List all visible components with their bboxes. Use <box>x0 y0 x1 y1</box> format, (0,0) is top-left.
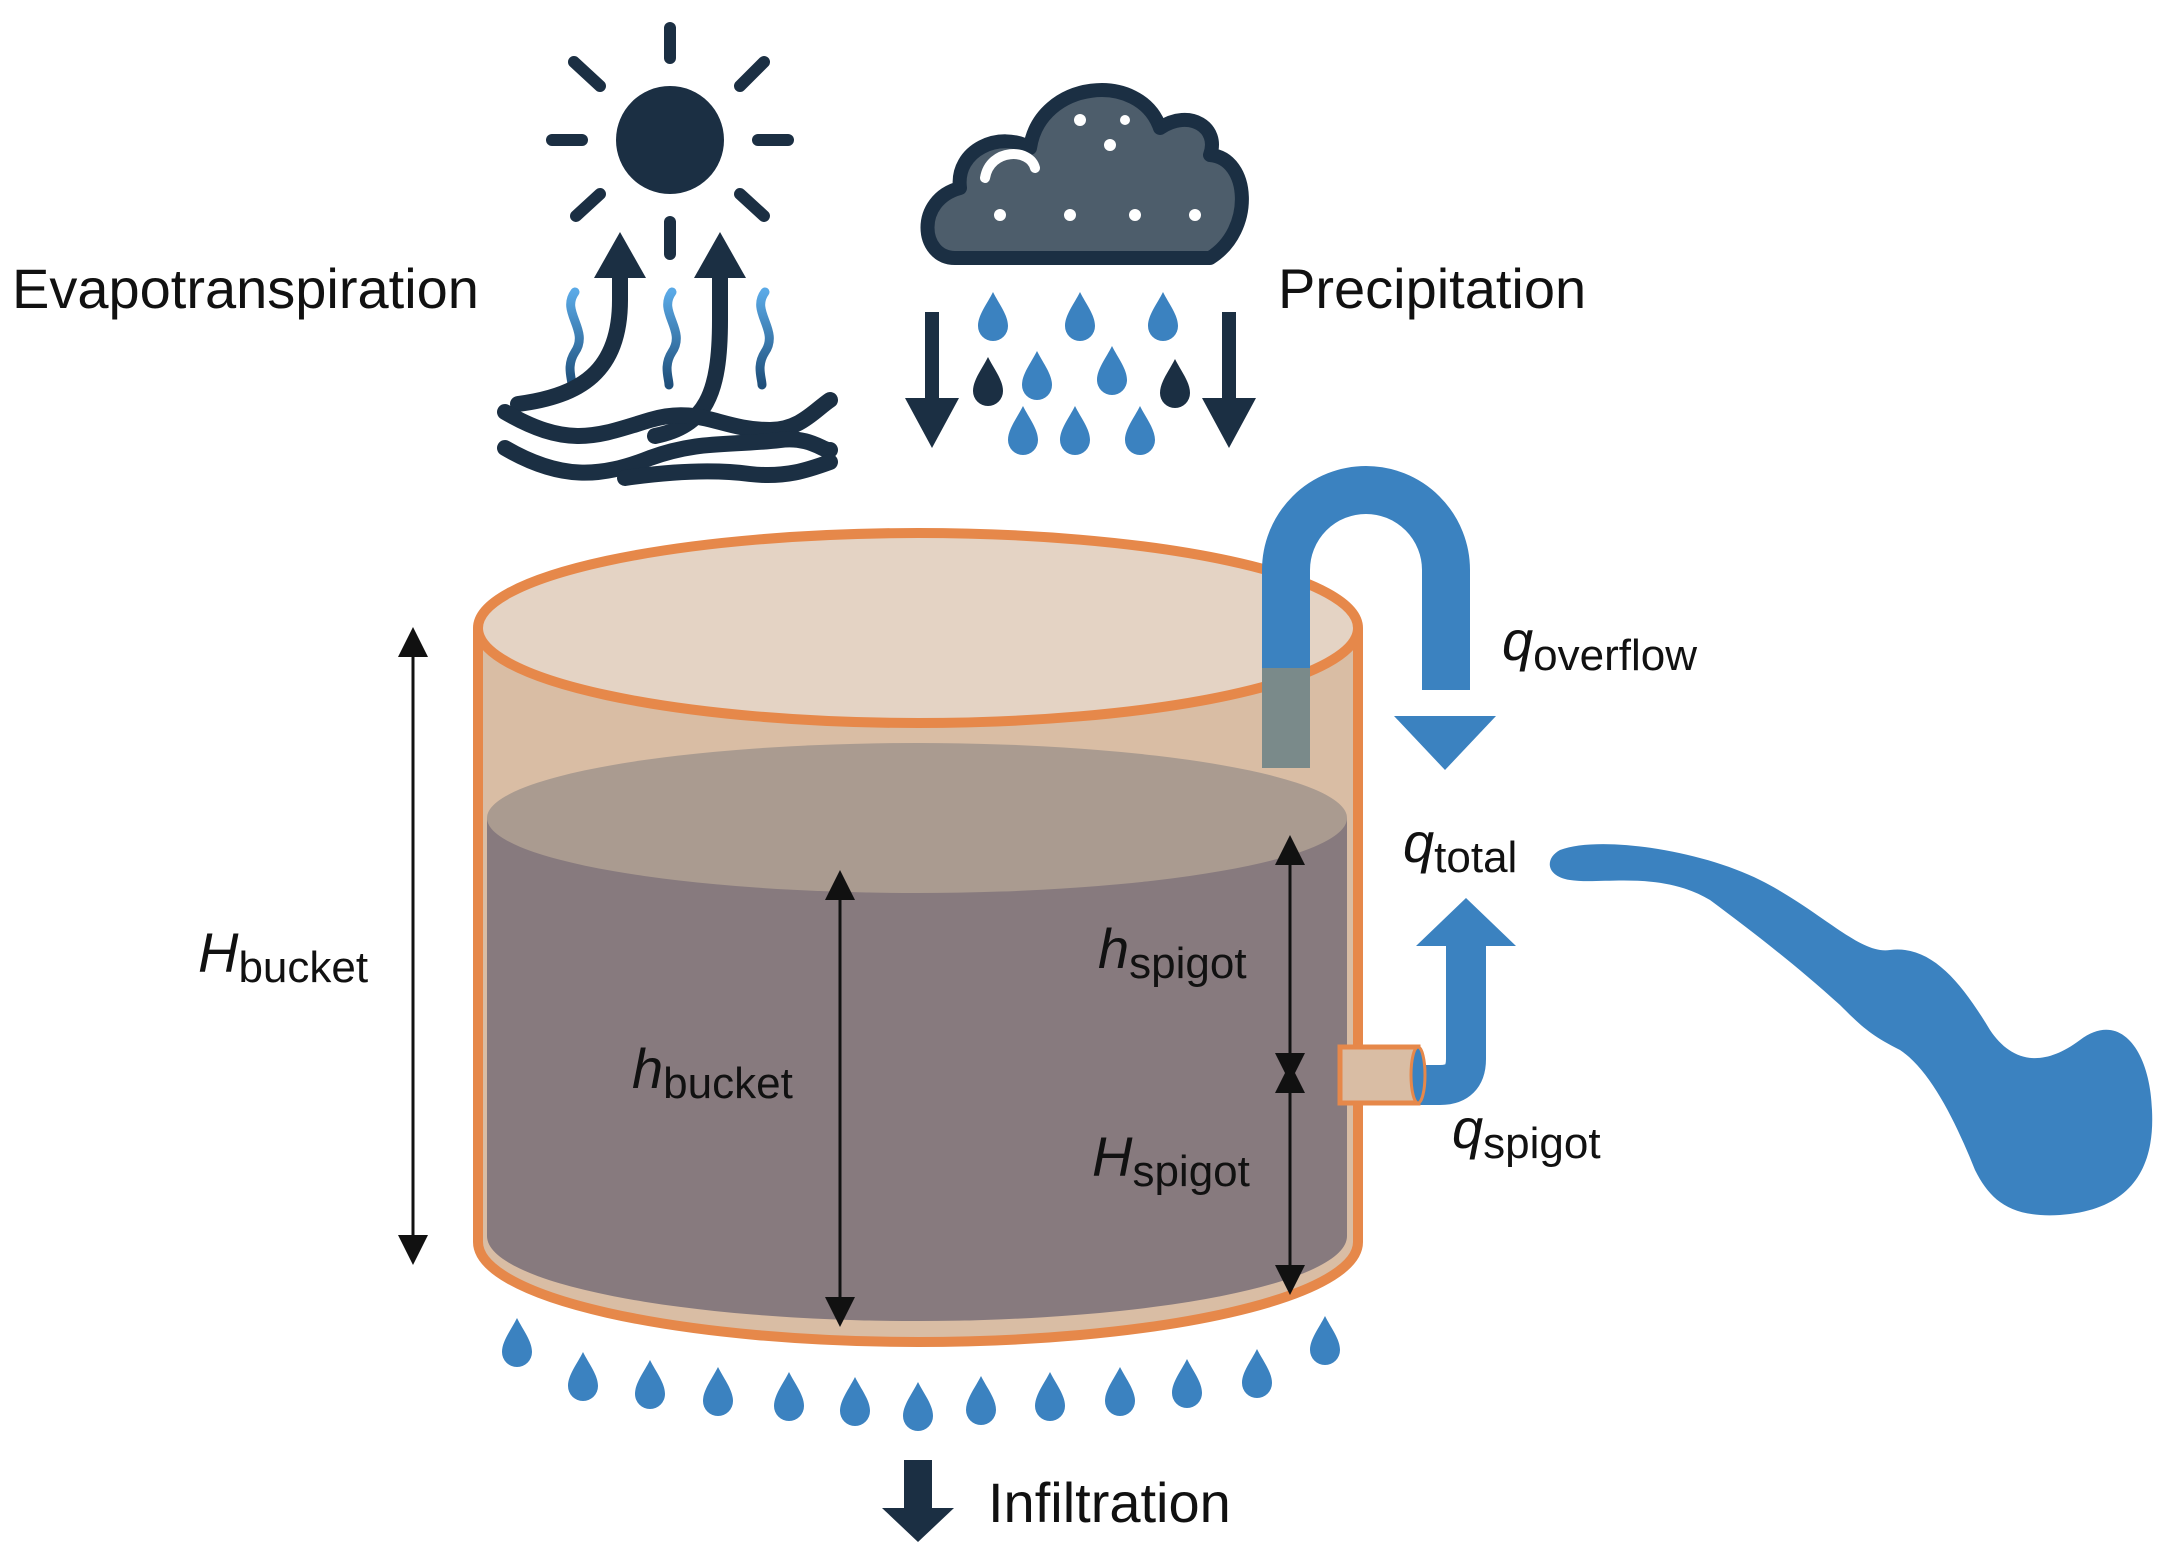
precipitation-arrows <box>905 312 1256 448</box>
stream-shape <box>1549 844 2153 1216</box>
infiltration-arrow <box>882 1460 954 1542</box>
bucket <box>473 528 1363 1347</box>
q-total-label: qtotal <box>1403 811 1517 882</box>
q-spigot-label: qspigot <box>1452 1097 1601 1168</box>
H-bucket-label: Hbucket <box>198 921 368 992</box>
precipitation-label: Precipitation <box>1278 257 1586 320</box>
rain-drops-icon <box>973 292 1190 455</box>
evapotranspiration-label: Evapotranspiration <box>12 257 479 320</box>
sun-icon <box>546 22 794 260</box>
infiltration-label: Infiltration <box>988 1471 1231 1534</box>
evapotranspiration-icon <box>497 232 838 486</box>
H-spigot-label: Hspigot <box>1092 1125 1250 1196</box>
overflow-pipe <box>1262 466 1496 770</box>
q-overflow-label: qoverflow <box>1502 609 1697 680</box>
dimension-lines <box>398 627 1305 1327</box>
cloud-icon <box>920 83 1249 265</box>
h-spigot-label: hspigot <box>1098 917 1247 988</box>
h-bucket-label: hbucket <box>632 1037 793 1108</box>
spigot <box>1337 898 1516 1106</box>
